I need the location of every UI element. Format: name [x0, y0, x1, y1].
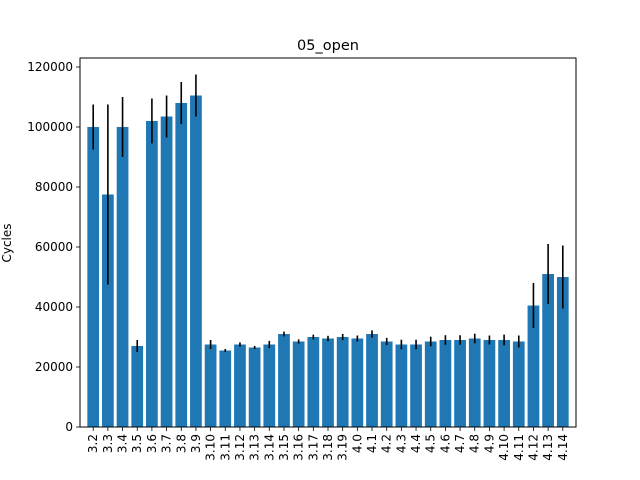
bar: [278, 334, 290, 427]
bar: [498, 340, 510, 427]
bar: [322, 338, 334, 427]
bar: [263, 344, 276, 427]
bar: [160, 116, 173, 427]
x-tick-label: 3.16: [292, 434, 306, 461]
x-tick-label: 3.17: [306, 434, 320, 461]
bar: [190, 95, 202, 427]
x-tick-label: 3.8: [174, 434, 188, 453]
bar: [483, 340, 496, 427]
bar: [424, 341, 437, 427]
y-tick-label: 60000: [35, 240, 73, 254]
x-tick-label: 4.5: [424, 434, 438, 453]
bar: [87, 127, 100, 427]
bar: [542, 274, 554, 427]
bar: [366, 334, 378, 427]
x-tick-label: 4.11: [512, 434, 526, 461]
bar: [395, 344, 408, 427]
x-tick-label: 3.7: [160, 434, 174, 453]
bar: [454, 340, 466, 427]
x-tick-label: 4.0: [350, 434, 364, 453]
x-tick-label: 4.14: [556, 434, 570, 461]
bar: [468, 338, 481, 427]
bar: [380, 341, 393, 427]
y-tick-label: 0: [65, 420, 73, 434]
bars-group: [87, 95, 569, 427]
bar: [219, 350, 232, 427]
x-tick-label: 4.6: [438, 434, 452, 453]
y-tick-label: 80000: [35, 180, 73, 194]
x-tick-label: 3.10: [204, 434, 218, 461]
x-tick-label: 4.8: [468, 434, 482, 453]
bar: [131, 346, 144, 427]
y-tick-label: 20000: [35, 360, 73, 374]
x-tick-label: 4.4: [409, 434, 423, 453]
x-tick-label: 4.2: [380, 434, 394, 453]
bar: [146, 121, 158, 427]
bar: [336, 337, 349, 427]
chart-title: 05_open: [297, 38, 359, 54]
x-tick-label: 3.12: [233, 434, 247, 461]
x-tick-label: 3.2: [86, 434, 100, 453]
x-axis: 3.2 3.3 3.4 3.5 3.6 3.7 3.8 3.9 3.10 3.11 3.12 3.13…: [86, 427, 570, 461]
bar: [234, 344, 246, 427]
bar: [175, 103, 188, 427]
x-tick-label: 4.3: [394, 434, 408, 453]
x-tick-label: 3.13: [248, 434, 262, 461]
y-axis-label: Cycles: [0, 223, 14, 262]
x-tick-label: 4.7: [453, 434, 467, 453]
x-tick-label: 4.12: [526, 434, 540, 461]
x-tick-label: 4.9: [482, 434, 496, 453]
x-tick-label: 3.6: [145, 434, 159, 453]
bar: [204, 344, 217, 427]
bar: [527, 305, 540, 427]
x-tick-label: 4.13: [541, 434, 555, 461]
y-tick-label: 120000: [27, 60, 73, 74]
bar: [248, 347, 261, 427]
error-bars-group: [92, 74, 564, 352]
x-tick-label: 3.15: [277, 434, 291, 461]
bar: [556, 277, 569, 427]
x-tick-label: 4.10: [497, 434, 511, 461]
x-tick-label: 3.5: [130, 434, 144, 453]
y-tick-label: 40000: [35, 300, 73, 314]
plot-frame: [79, 57, 577, 428]
bar: [292, 341, 305, 427]
x-tick-label: 3.9: [189, 434, 203, 453]
x-tick-label: 3.18: [321, 434, 335, 461]
x-tick-label: 3.11: [218, 434, 232, 461]
bar: [410, 344, 422, 427]
bar: [307, 337, 320, 427]
bar: [512, 341, 525, 427]
x-tick-label: 4.1: [365, 434, 379, 453]
bar: [439, 340, 452, 427]
y-tick-label: 100000: [27, 120, 73, 134]
bar: [102, 194, 114, 427]
bar: [116, 127, 129, 427]
x-tick-label: 3.14: [262, 434, 276, 461]
x-tick-label: 3.19: [336, 434, 350, 461]
y-axis: 0 20000 40000 60000 80000 100000 120000: [27, 60, 80, 434]
x-tick-label: 3.4: [116, 434, 130, 453]
x-tick-label: 3.3: [101, 434, 115, 453]
bar: [351, 338, 364, 427]
